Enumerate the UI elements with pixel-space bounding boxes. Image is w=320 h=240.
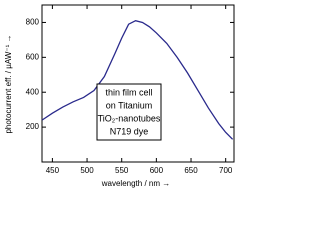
annotation-text: thin film cell [105, 87, 152, 97]
y-tick-label: 800 [26, 18, 40, 27]
x-tick-label: 650 [184, 166, 198, 175]
plot-frame [41, 4, 235, 163]
x-tick-label: 500 [80, 166, 94, 175]
y-tick-label: 600 [26, 52, 40, 61]
x-tick-label: 450 [46, 166, 60, 175]
x-tick-label: 550 [115, 166, 129, 175]
annotation-box [96, 83, 162, 141]
annotation-text: N719 dye [110, 126, 149, 136]
line [41, 20, 234, 140]
chart: wavelength / nm → photocurrent eff. / µA… [4, 4, 235, 188]
x-tick-label: 600 [150, 166, 164, 175]
annotation-text: on Titanium [106, 100, 153, 110]
x-tick-label: 700 [219, 166, 233, 175]
y-tick-label: 400 [26, 87, 40, 96]
y-axis-label: photocurrent eff. / µAW⁻¹ → [4, 34, 13, 133]
annotation-text: TiO₂-nanotubes [98, 113, 161, 123]
y-tick-label: 200 [26, 122, 40, 131]
x-axis-label: wavelength / nm → [101, 179, 170, 188]
